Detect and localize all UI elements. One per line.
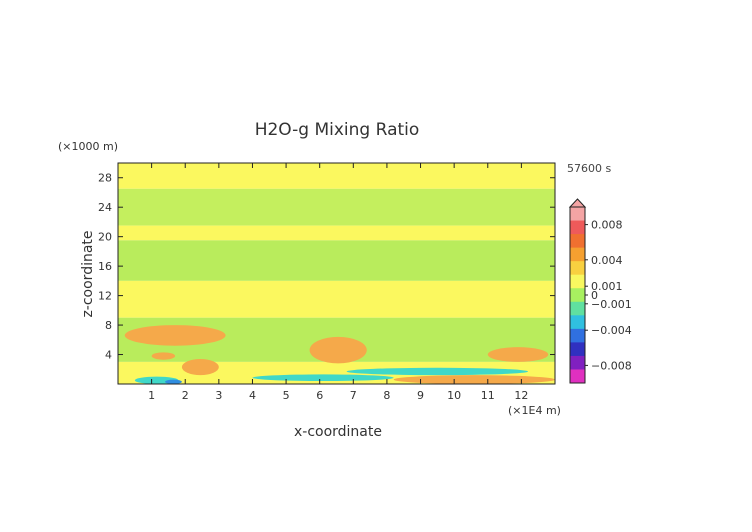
colorbar-segment xyxy=(570,315,585,330)
x-unit-label: (×1E4 m) xyxy=(508,404,561,417)
y-tick-label: 4 xyxy=(105,349,112,362)
colorbar-segment xyxy=(570,369,585,384)
y-tick-label: 16 xyxy=(98,260,112,273)
x-tick-label: 5 xyxy=(283,389,290,402)
heatmap-region-yellow xyxy=(118,280,555,318)
colorbar-segment xyxy=(570,261,585,276)
colorbar-segment xyxy=(570,355,585,370)
x-tick-label: 8 xyxy=(383,389,390,402)
heatmap-region-yellow xyxy=(118,225,555,241)
colorbar-tick-label: 0.001 xyxy=(591,280,623,293)
y-axis-label: z-coordinate xyxy=(80,230,96,317)
colorbar-tick-label: −0.008 xyxy=(591,359,632,372)
heatmap-region-blue xyxy=(165,379,182,384)
heatmap-region-orange xyxy=(124,325,226,346)
heatmap-region-cyan xyxy=(252,374,394,382)
x-tick-label: 7 xyxy=(350,389,357,402)
colorbar-tick-label: −0.001 xyxy=(591,298,632,311)
x-tick-label: 11 xyxy=(481,389,495,402)
colorbar-segment xyxy=(570,247,585,262)
heatmap-region-yellow xyxy=(118,163,555,189)
chart-title: H2O-g Mixing Ratio xyxy=(255,120,420,140)
plot-frame xyxy=(117,162,556,385)
colorbar-segment xyxy=(570,288,585,303)
x-axis: 1 2 3 4 5 6 7 8 9 10 11 12 xyxy=(148,163,528,402)
x-tick-label: 6 xyxy=(316,389,323,402)
colorbar-segment xyxy=(570,342,585,357)
time-label: 57600 s xyxy=(567,162,611,175)
y-tick-label: 8 xyxy=(105,319,112,332)
y-tick-label: 20 xyxy=(98,231,112,244)
heatmap-region-green xyxy=(118,188,555,226)
x-tick-label: 12 xyxy=(514,389,528,402)
heatmap-region-orange xyxy=(151,352,176,360)
x-axis-label: x-coordinate xyxy=(294,424,382,440)
y-unit-label: (×1000 m) xyxy=(58,140,118,153)
colorbar-segment xyxy=(570,234,585,249)
heatmap-region-orange xyxy=(181,358,219,376)
x-tick-label: 9 xyxy=(417,389,424,402)
x-tick-label: 3 xyxy=(215,389,222,402)
colorbar-segment xyxy=(570,220,585,235)
colorbar-segment xyxy=(570,274,585,289)
x-tick-label: 10 xyxy=(447,389,461,402)
heatmap-region-orange xyxy=(393,375,555,384)
heatmap-region-orange xyxy=(309,336,367,364)
x-tick-label: 1 xyxy=(148,389,155,402)
colorbar-segment xyxy=(570,301,585,316)
x-tick-label: 4 xyxy=(249,389,256,402)
heatmap-region-orange xyxy=(487,347,549,362)
colorbar-segment xyxy=(570,207,585,221)
colorbar-segment xyxy=(570,328,585,343)
colorbar-overflow-arrow xyxy=(568,198,587,208)
colorbar-tick-label: 0.008 xyxy=(591,219,623,232)
heatmap-region-cyan xyxy=(346,367,529,376)
heatmap-region-green xyxy=(118,240,555,281)
y-tick-label: 24 xyxy=(98,201,112,214)
colorbar-tick-label: 0.004 xyxy=(591,254,623,267)
y-tick-label: 28 xyxy=(98,172,112,185)
heatmap-regions xyxy=(118,163,555,384)
colorbar-tick-label: 0 xyxy=(591,289,598,302)
y-tick-label: 12 xyxy=(98,290,112,303)
x-tick-label: 2 xyxy=(182,389,189,402)
y-axis: 4 8 12 16 20 24 28 xyxy=(98,172,555,362)
colorbar-tick-label: −0.004 xyxy=(591,324,632,337)
